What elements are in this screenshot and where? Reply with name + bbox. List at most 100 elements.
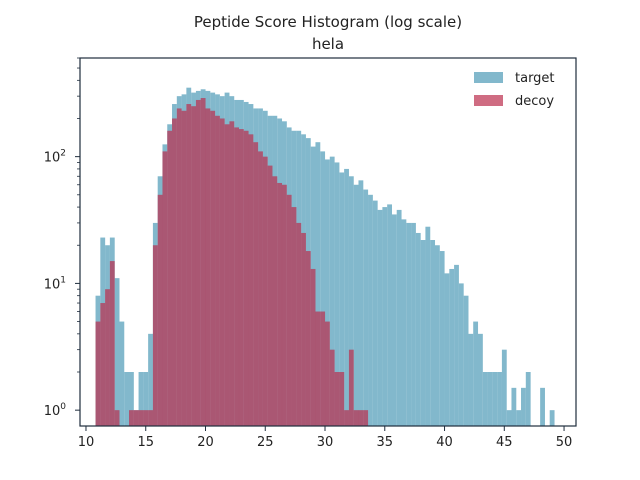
decoy-bar (286, 194, 292, 426)
target-bar (129, 372, 134, 426)
target-bar (521, 387, 526, 426)
x-tick-label: 40 (436, 435, 453, 450)
decoy-bar (109, 261, 115, 426)
y-tick-label: 102 (44, 149, 66, 166)
x-tick-label: 10 (78, 435, 95, 450)
target-bar (344, 168, 349, 427)
decoy-bar (305, 251, 311, 426)
decoy-bar (277, 182, 283, 426)
decoy-bar (229, 121, 235, 427)
target-bar (143, 372, 149, 426)
target-bar (391, 214, 397, 426)
x-tick-label: 35 (376, 435, 393, 450)
decoy-bar (334, 372, 340, 426)
x-tick-label: 45 (496, 435, 513, 450)
target-bar (368, 194, 373, 426)
target-bar (114, 278, 120, 426)
x-tick-label: 25 (257, 435, 274, 450)
decoy-bar (272, 176, 278, 426)
decoy-bar (219, 118, 225, 426)
target-bar (540, 387, 545, 426)
x-tick-label: 50 (556, 435, 573, 450)
decoy-bar (353, 410, 359, 426)
target-bar (315, 142, 321, 426)
decoy-bar (138, 410, 144, 426)
series-decoy (95, 98, 369, 427)
y-tick-label: 100 (44, 402, 67, 419)
target-bar (377, 209, 383, 426)
legend-label-decoy: decoy (515, 94, 554, 109)
target-bar (482, 372, 488, 426)
x-tick-label: 30 (317, 435, 334, 450)
decoy-bar (281, 184, 287, 426)
target-bar (473, 321, 479, 426)
target-bar (430, 240, 436, 426)
target-bar (468, 333, 474, 426)
chart-subtitle: hela (312, 35, 344, 53)
decoy-bar (363, 410, 369, 426)
decoy-bar (191, 106, 196, 426)
target-bar (348, 176, 354, 426)
decoy-bar (167, 130, 173, 426)
target-bar (406, 222, 412, 426)
target-bar (492, 372, 498, 426)
decoy-bar (253, 142, 259, 426)
decoy-bar (143, 410, 149, 426)
target-bar (119, 321, 125, 426)
decoy-bar (348, 349, 354, 426)
decoy-bar (358, 410, 364, 426)
plot-frame (79, 57, 577, 427)
decoy-bar (157, 194, 163, 426)
target-bar (363, 189, 369, 426)
target-bar (329, 156, 335, 426)
target-bar (501, 349, 507, 426)
decoy-bar (176, 108, 182, 426)
target-bar (387, 204, 392, 426)
target-bar (525, 372, 531, 426)
target-bar (334, 162, 340, 426)
decoy-bar (296, 222, 302, 426)
legend-label-target: target (515, 71, 555, 86)
decoy-bar (162, 151, 168, 426)
target-bar (401, 219, 407, 426)
legend-swatch-target (474, 72, 503, 83)
target-bar (148, 333, 153, 426)
target-bar (511, 387, 517, 426)
legend-swatch-decoy (474, 95, 503, 106)
decoy-bar (129, 410, 134, 426)
decoy-bar (243, 130, 249, 426)
target-bar (487, 372, 493, 426)
target-bar (411, 222, 416, 426)
decoy-bar (325, 321, 330, 426)
decoy-bar (344, 410, 349, 426)
decoy-bar (205, 108, 211, 426)
decoy-bar (215, 115, 220, 426)
decoy-bar (114, 410, 120, 426)
decoy-bar (105, 289, 110, 426)
target-bar (454, 264, 459, 426)
decoy-bar (152, 245, 158, 426)
x-tick-label: 15 (137, 435, 154, 450)
target-bar (458, 283, 464, 426)
target-bar (478, 333, 483, 426)
target-bar (124, 372, 130, 426)
decoy-bar (248, 134, 254, 426)
target-bar (138, 372, 144, 426)
decoy-bar (267, 165, 273, 426)
decoy-bar (339, 372, 345, 426)
decoy-bar (315, 311, 321, 426)
target-bar (506, 410, 512, 426)
target-bar (444, 273, 450, 426)
decoy-bar (329, 349, 335, 426)
decoy-bar (262, 156, 268, 426)
target-bar (463, 295, 469, 426)
decoy-bar (291, 207, 297, 426)
decoy-bar (310, 268, 316, 426)
decoy-bar (200, 98, 206, 426)
decoy-bar (238, 129, 244, 426)
target-bar (425, 226, 431, 426)
decoy-bar (210, 110, 216, 426)
y-tick-label: 101 (44, 275, 66, 292)
decoy-bar (301, 232, 306, 426)
